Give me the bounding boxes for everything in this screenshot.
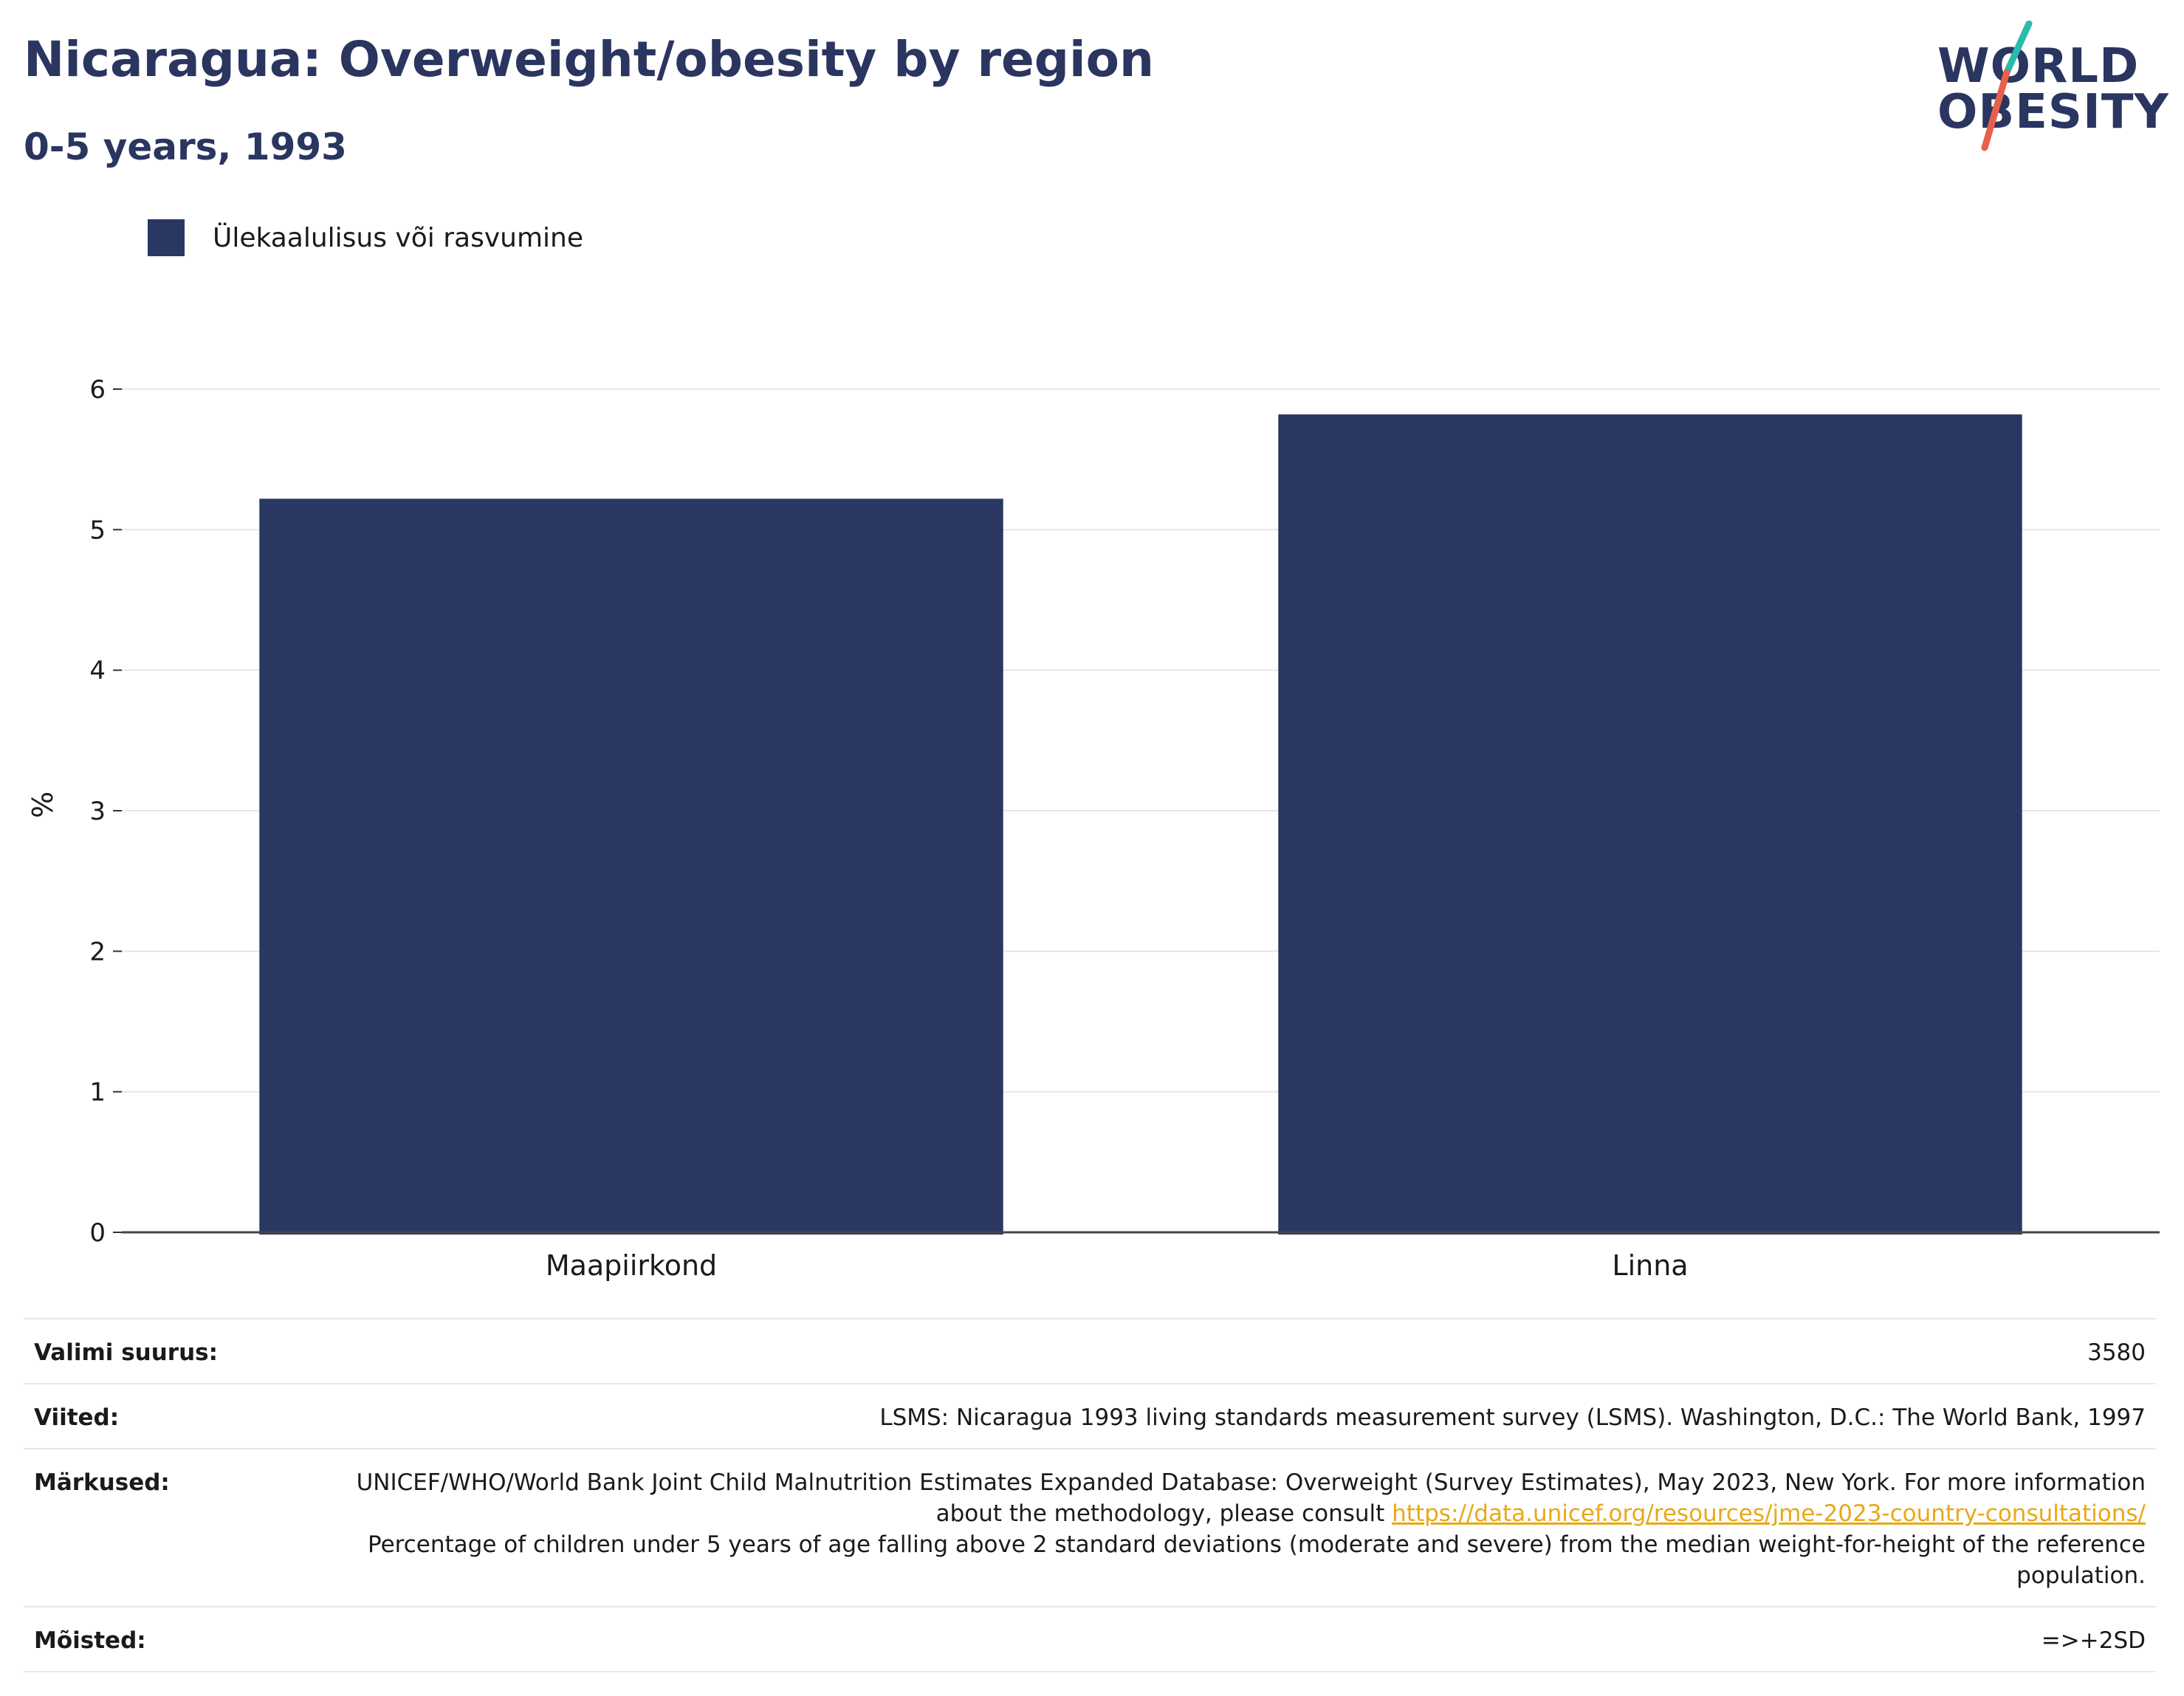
info-table: Valimi suurus: 3580 Viited: LSMS: Nicara…	[24, 1318, 2156, 1672]
y-tick-label: 1	[89, 1078, 106, 1108]
chart-subtitle: 0-5 years, 1993	[24, 126, 347, 168]
legend-swatch	[148, 219, 185, 256]
notes-value: UNICEF/WHO/World Bank Joint Child Malnut…	[285, 1467, 2146, 1591]
bar-maapiirkond[interactable]	[259, 498, 1003, 1235]
y-tick-label: 6	[89, 375, 106, 405]
bar-chart: 0 1 2 3 4 5 6 Maapiirkond Linna	[89, 375, 2160, 1282]
sample-size-label: Valimi suurus:	[34, 1339, 218, 1366]
logo-line-2: OBESITY	[1937, 85, 2169, 140]
definitions-value: =>+2SD	[2041, 1627, 2146, 1654]
info-row-references: Viited: LSMS: Nicaragua 1993 living stan…	[24, 1383, 2156, 1448]
y-tick-label: 4	[89, 656, 106, 686]
info-row-sample-size: Valimi suurus: 3580	[24, 1318, 2156, 1383]
y-tick-label: 3	[89, 797, 106, 826]
world-obesity-logo: WORLD OBESITY	[1920, 21, 2171, 154]
notes-label: Märkused:	[34, 1469, 170, 1496]
logo-line-1: WORLD	[1937, 39, 2140, 94]
sample-size-value: 3580	[2087, 1339, 2146, 1366]
definitions-label: Mõisted:	[34, 1627, 146, 1654]
chart-title: Nicaragua: Overweight/obesity by region	[24, 31, 1154, 88]
methodology-link[interactable]: https://data.unicef.org/resources/jme-20…	[1392, 1500, 2146, 1527]
references-value: LSMS: Nicaragua 1993 living standards me…	[879, 1404, 2146, 1431]
x-tick-label: Maapiirkond	[546, 1249, 717, 1282]
x-tick-label: Linna	[1612, 1249, 1688, 1282]
legend: Ülekaalulisus või rasvumine	[148, 219, 583, 256]
y-tick-label: 0	[89, 1218, 106, 1248]
legend-label: Ülekaalulisus või rasvumine	[213, 222, 583, 253]
y-tick-label: 5	[89, 515, 106, 545]
references-label: Viited:	[34, 1404, 120, 1431]
notes-text-2: Percentage of children under 5 years of …	[368, 1531, 2146, 1589]
y-tick-label: 2	[89, 937, 106, 967]
info-row-definitions: Mõisted: =>+2SD	[24, 1606, 2156, 1672]
bar-linna[interactable]	[1278, 414, 2022, 1235]
logo-slash-icon	[1981, 21, 2033, 151]
info-row-notes: Märkused: UNICEF/WHO/World Bank Joint Ch…	[24, 1448, 2156, 1606]
notes-text: UNICEF/WHO/World Bank Joint Child Malnut…	[356, 1469, 2146, 1527]
